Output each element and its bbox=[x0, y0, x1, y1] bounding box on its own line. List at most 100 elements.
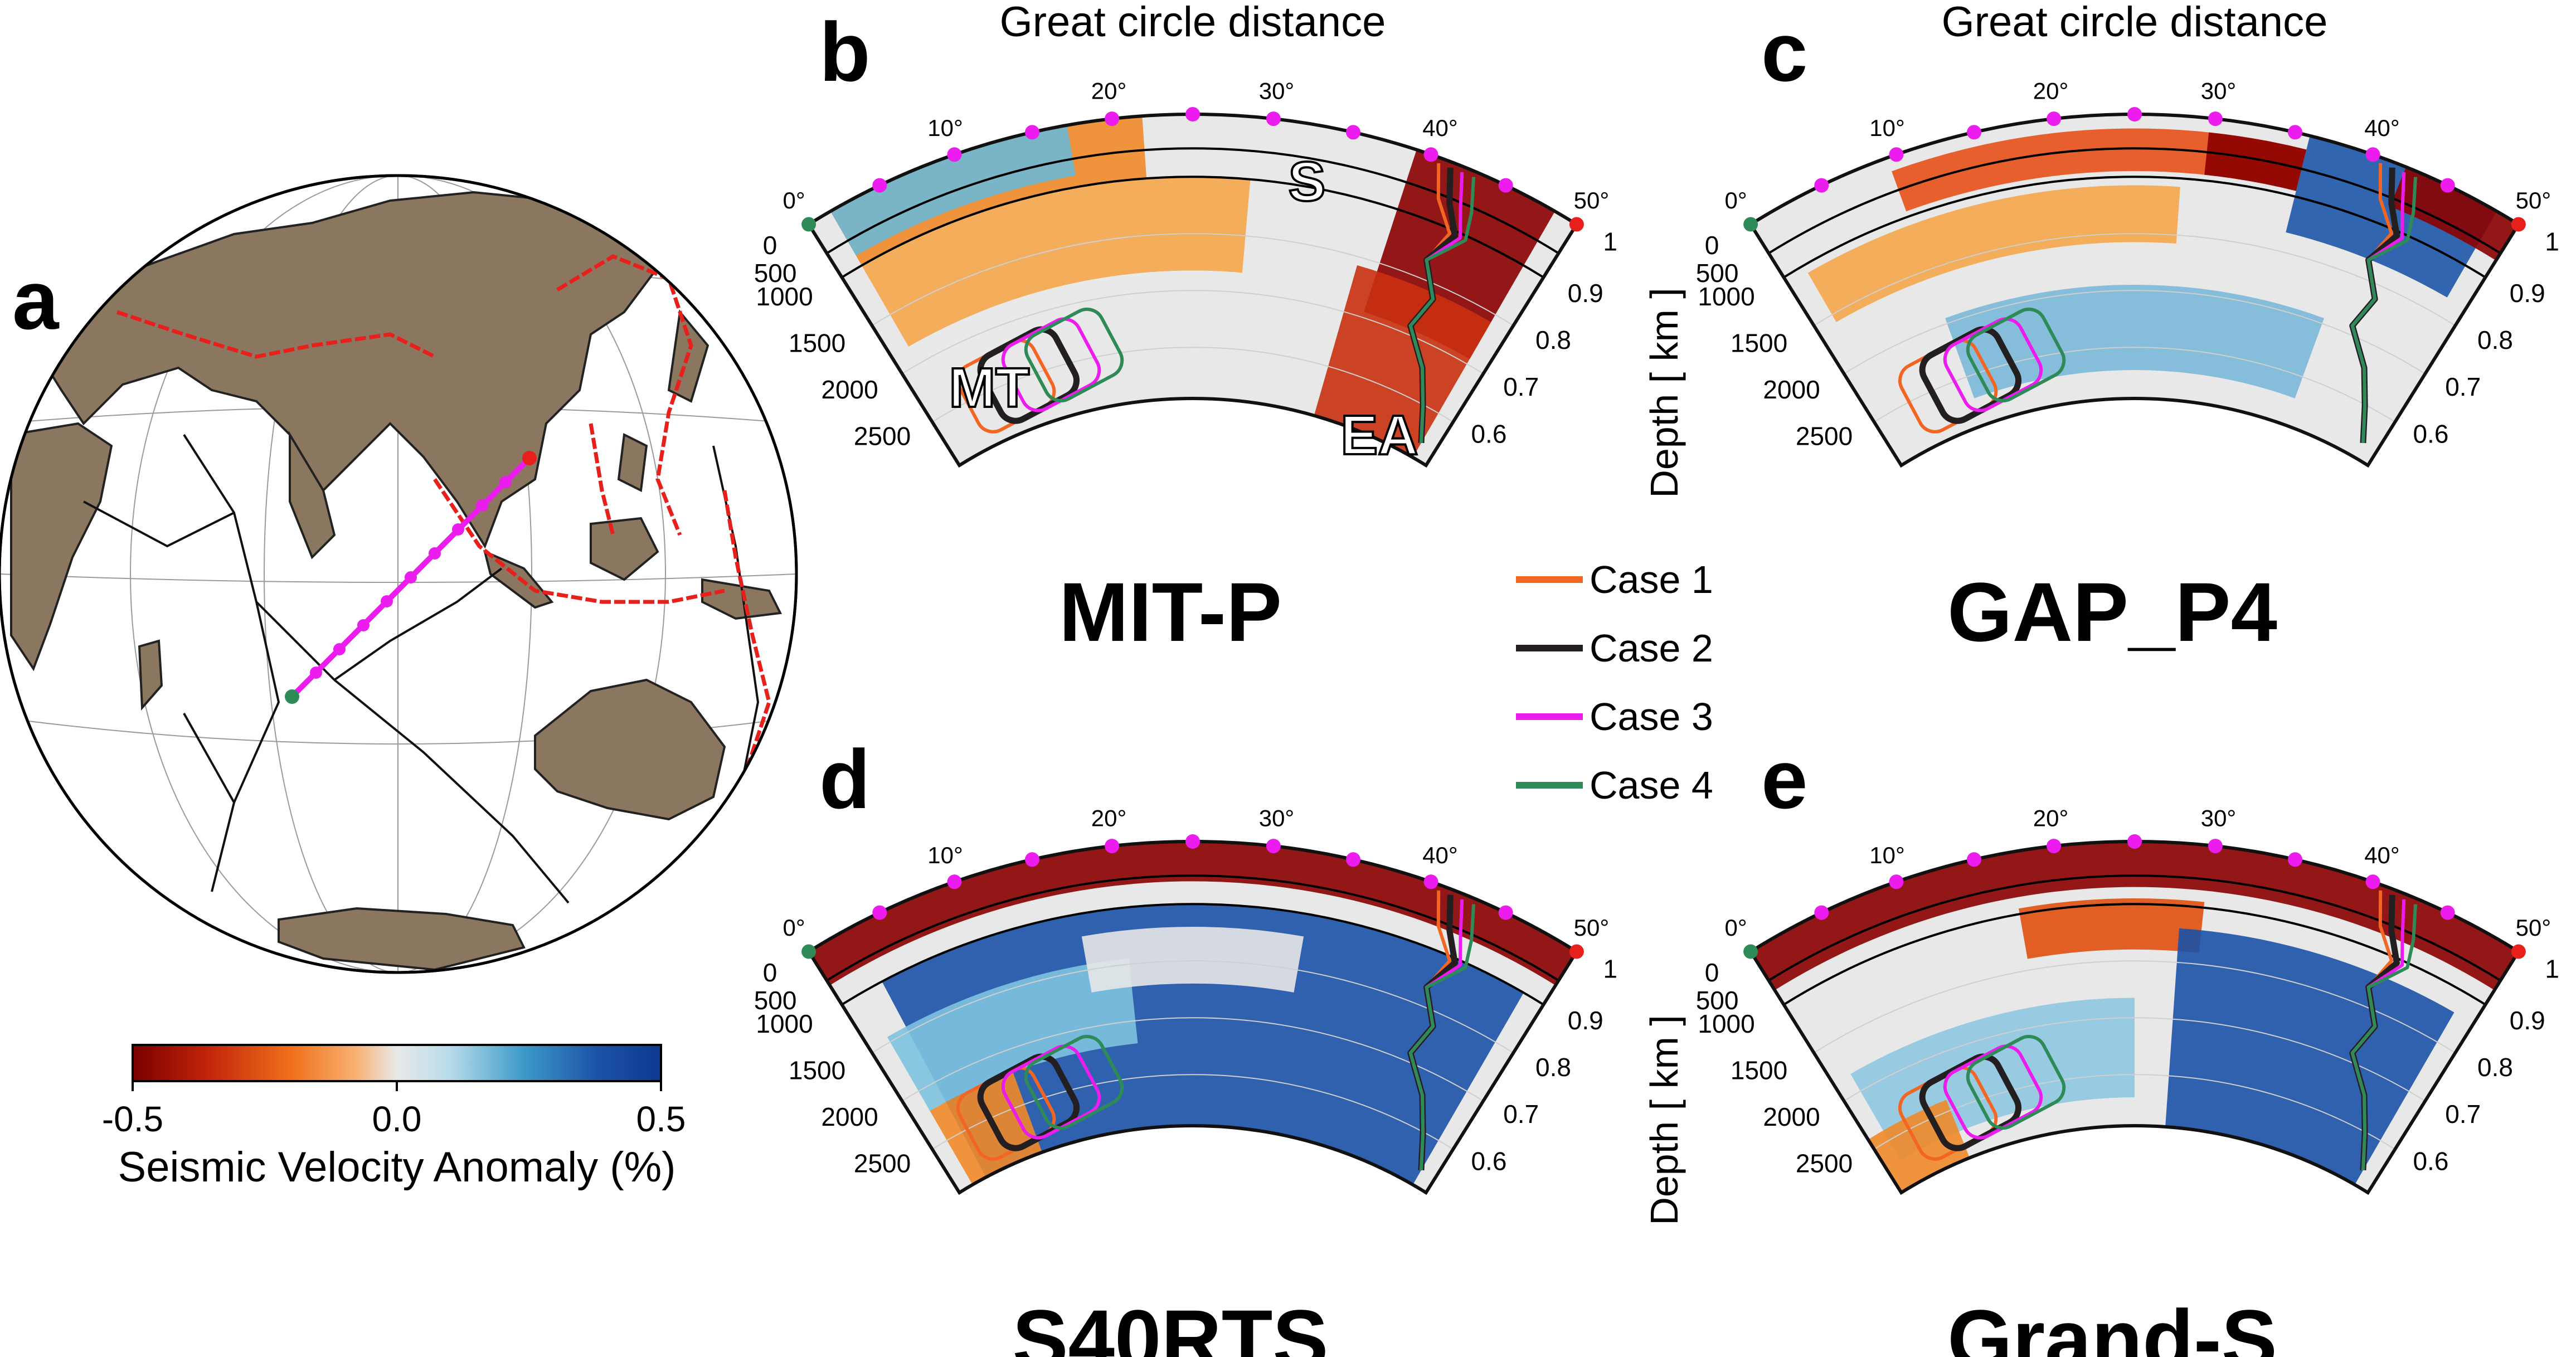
depth-axis-title: Depth [ km ] bbox=[1642, 1015, 1686, 1225]
slab-remnant-case-4 bbox=[1024, 1034, 1124, 1130]
profile-marker bbox=[2440, 178, 2455, 193]
angle-tick-label: 40° bbox=[1422, 842, 1458, 868]
antarctica bbox=[278, 907, 526, 971]
depth-gridline bbox=[902, 290, 1484, 374]
profile-marker bbox=[947, 874, 962, 889]
profile-marker bbox=[2127, 834, 2142, 849]
profile-marker bbox=[801, 944, 816, 959]
profile-marker bbox=[2047, 111, 2062, 127]
distance-axis-title: Great circle distance bbox=[1000, 0, 1386, 46]
panel-title-d: S40RTS bbox=[1013, 1292, 1329, 1357]
depth-tick-label: 0 bbox=[763, 958, 777, 987]
distance-axis-title: Great circle distance bbox=[1942, 0, 2328, 46]
radius-tick-label: 0.8 bbox=[1535, 1053, 1571, 1082]
depth-tick-label: 2000 bbox=[1763, 375, 1820, 404]
profile-marker bbox=[1743, 217, 1758, 232]
depth-tick-label: 2500 bbox=[854, 422, 911, 451]
depth-tick-label: 2500 bbox=[854, 1149, 911, 1178]
slab-contour-case-4 bbox=[1408, 177, 1476, 443]
depth-gridline bbox=[1844, 290, 2426, 374]
radius-tick-label: 0.6 bbox=[1471, 419, 1506, 448]
angle-tick-label: 40° bbox=[2364, 115, 2400, 141]
radius-tick-label: 0.6 bbox=[1471, 1146, 1506, 1175]
anomaly-region bbox=[2390, 167, 2519, 261]
angle-tick-label: 20° bbox=[1091, 77, 1127, 104]
anomaly-region bbox=[2018, 898, 2205, 959]
anomaly-region bbox=[930, 1072, 1042, 1185]
radius-tick-label: 1 bbox=[2545, 227, 2559, 256]
anomaly-region bbox=[1892, 128, 2307, 212]
depth-tick-label: 1000 bbox=[1698, 1009, 1754, 1038]
legend-label-case-2: Case 2 bbox=[1590, 626, 1713, 670]
philippines bbox=[617, 432, 648, 493]
madagascar bbox=[138, 639, 163, 711]
profile-marker bbox=[1266, 839, 1281, 854]
panel-label-a: a bbox=[12, 253, 60, 347]
depth-gridline bbox=[826, 147, 1559, 255]
angle-tick-label: 10° bbox=[1869, 115, 1905, 141]
depth-tick-label: 2000 bbox=[821, 375, 878, 404]
slab-remnant-case-4 bbox=[1966, 307, 2066, 402]
angle-tick-label: 40° bbox=[1422, 115, 1458, 141]
depth-gridline bbox=[932, 347, 1454, 423]
legend-label-case-1: Case 1 bbox=[1590, 558, 1713, 601]
colorbar-tick-min: -0.5 bbox=[102, 1099, 163, 1139]
eurasia bbox=[32, 191, 659, 549]
angle-tick-label: 30° bbox=[2201, 77, 2237, 104]
angle-tick-label: 0° bbox=[1725, 915, 1747, 941]
profile-marker bbox=[1889, 874, 1904, 889]
depth-tick-label: 0 bbox=[763, 231, 777, 260]
panel-label-e: e bbox=[1761, 732, 1807, 826]
legend-label-case-4: Case 4 bbox=[1590, 763, 1713, 807]
radius-tick-label: 0.8 bbox=[2477, 1053, 2513, 1082]
profile-marker bbox=[1346, 852, 1361, 867]
depth-gridline bbox=[1768, 874, 2501, 982]
profile-marker bbox=[2365, 147, 2380, 162]
profile-marker bbox=[1423, 147, 1438, 162]
radius-tick-label: 0.6 bbox=[2413, 419, 2448, 448]
depth-gridline bbox=[872, 960, 1514, 1054]
depth-gridline bbox=[872, 233, 1514, 327]
radius-tick-label: 0.7 bbox=[2445, 372, 2481, 401]
profile-marker bbox=[1185, 107, 1200, 121]
depth-tick-label: 500 bbox=[1696, 986, 1739, 1015]
depth-gridline bbox=[1814, 960, 2456, 1054]
anomaly-region bbox=[1314, 265, 1491, 458]
anomaly-region bbox=[809, 842, 1577, 986]
depth-tick-label: 500 bbox=[1696, 259, 1739, 288]
depth-gridline bbox=[1814, 233, 2456, 327]
depth-gridline bbox=[1783, 903, 2486, 1006]
profile-marker bbox=[1266, 111, 1281, 127]
panel-title-b: MIT-P bbox=[1059, 565, 1282, 659]
annotation-s: S bbox=[1289, 150, 1326, 213]
angle-tick-label: 50° bbox=[2516, 915, 2551, 941]
slab-contour-case-4 bbox=[2350, 177, 2418, 443]
depth-gridline bbox=[902, 1017, 1484, 1102]
profile-end-point bbox=[522, 451, 537, 465]
radius-tick-label: 1 bbox=[1603, 227, 1617, 256]
angle-tick-label: 0° bbox=[1725, 187, 1747, 213]
profile-marker bbox=[1498, 905, 1513, 920]
cross-section-panels: 0°10°20° 30°40°50°0500100015002000250010.… bbox=[754, 0, 2559, 1357]
depth-tick-label: 0 bbox=[1705, 958, 1719, 987]
profile-marker bbox=[2288, 852, 2303, 867]
profile-marker bbox=[1423, 874, 1438, 889]
depth-tick-label: 1000 bbox=[1698, 282, 1754, 311]
depth-tick-label: 1500 bbox=[789, 1056, 845, 1085]
anomaly-region bbox=[908, 270, 1213, 396]
profile-marker bbox=[1024, 852, 1039, 867]
profile-marker bbox=[2440, 905, 2455, 920]
colorbar-bar bbox=[132, 1044, 662, 1082]
depth-tick-label: 2500 bbox=[1796, 1149, 1853, 1178]
slab-contour-case-4 bbox=[2350, 904, 2418, 1171]
slab-remnant-case-4 bbox=[1024, 307, 1124, 402]
profile-marker bbox=[872, 178, 887, 193]
profile-marker bbox=[1024, 125, 1039, 140]
slab-contour-case-4 bbox=[1408, 904, 1476, 1171]
profile-marker bbox=[1346, 125, 1361, 140]
radius-tick-label: 0.7 bbox=[2445, 1100, 2481, 1129]
depth-tick-label: 1500 bbox=[789, 329, 845, 358]
depth-tick-label: 1500 bbox=[1731, 329, 1787, 358]
colorbar-label: Seismic Velocity Anomaly (%) bbox=[118, 1144, 676, 1191]
